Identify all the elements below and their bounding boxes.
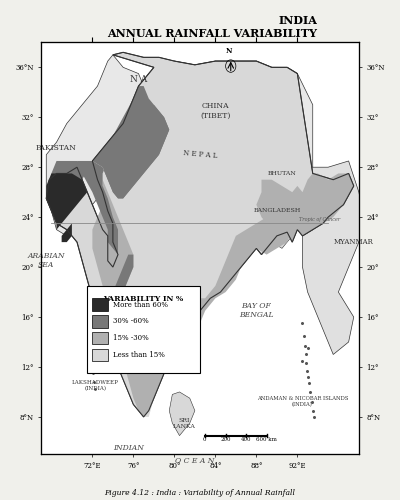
Polygon shape (174, 136, 262, 180)
Text: BHUTAN: BHUTAN (268, 171, 296, 176)
Polygon shape (92, 180, 302, 417)
Text: INDIAN: INDIAN (113, 444, 144, 452)
Text: PAKISTAN: PAKISTAN (36, 144, 77, 152)
Text: MYANMAR: MYANMAR (334, 238, 374, 246)
Text: 0: 0 (202, 436, 206, 442)
Text: ARABIAN
SEA: ARABIAN SEA (28, 252, 65, 270)
Text: Less than 15%: Less than 15% (113, 351, 165, 359)
Text: O C E A N: O C E A N (175, 456, 214, 464)
Polygon shape (262, 167, 297, 186)
Text: 600 km: 600 km (256, 436, 277, 442)
Text: N A: N A (130, 76, 147, 84)
Text: VARIABILITY IN %: VARIABILITY IN % (104, 294, 184, 302)
Polygon shape (46, 52, 354, 417)
Polygon shape (46, 55, 154, 236)
Text: N E P A L: N E P A L (182, 149, 218, 160)
Text: LAKSHADWEEP
(INDIA): LAKSHADWEEP (INDIA) (72, 380, 119, 391)
Text: 15% -30%: 15% -30% (113, 334, 149, 342)
Polygon shape (103, 105, 262, 417)
Text: 400: 400 (241, 436, 251, 442)
Bar (92, 332, 108, 344)
Text: ANDAMAN & NICOBAR ISLANDS
(INDIA): ANDAMAN & NICOBAR ISLANDS (INDIA) (257, 396, 348, 407)
Text: Figure 4.12 : India : Variability of Annual Rainfall: Figure 4.12 : India : Variability of Ann… (104, 489, 296, 497)
Polygon shape (77, 105, 169, 255)
Bar (92, 298, 108, 311)
Text: More than 60%: More than 60% (113, 300, 168, 308)
Text: CHINA
(TIBET): CHINA (TIBET) (200, 102, 230, 120)
Text: INDIA
ANNUAL RAINFALL VARIABILITY: INDIA ANNUAL RAINFALL VARIABILITY (108, 15, 318, 39)
Bar (92, 349, 108, 362)
Polygon shape (98, 254, 133, 342)
Text: SRI
LANKA: SRI LANKA (173, 418, 196, 428)
Polygon shape (51, 86, 169, 198)
Polygon shape (46, 174, 87, 230)
Text: BANGLADESH: BANGLADESH (253, 208, 300, 214)
Polygon shape (149, 61, 313, 180)
Text: N: N (226, 47, 232, 55)
Text: 30% -60%: 30% -60% (113, 318, 149, 326)
Text: Tropic of Cancer: Tropic of Cancer (299, 217, 340, 222)
Polygon shape (62, 224, 72, 242)
Polygon shape (256, 174, 354, 242)
Polygon shape (169, 392, 195, 436)
Text: BAY OF
BENGAL: BAY OF BENGAL (239, 302, 274, 320)
Bar (87, 286, 200, 373)
Polygon shape (297, 161, 364, 354)
Text: 200: 200 (220, 436, 231, 442)
Bar (92, 315, 108, 328)
Polygon shape (256, 192, 297, 248)
